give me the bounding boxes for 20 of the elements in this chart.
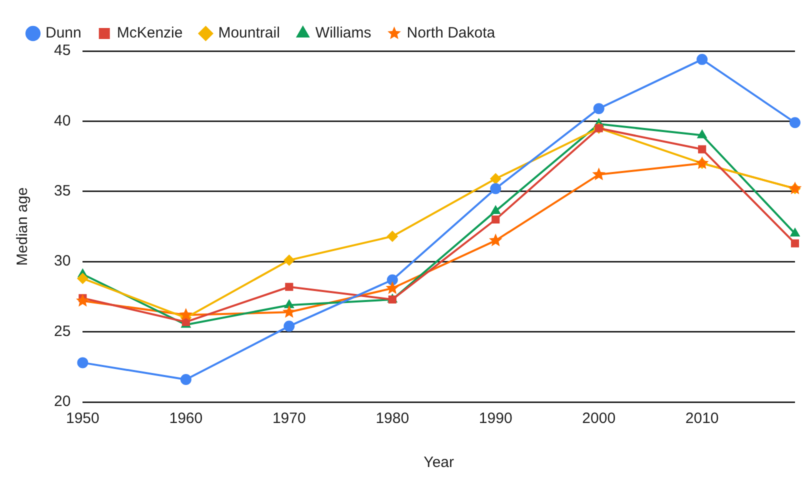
x-tick-label: 1990 — [478, 410, 512, 428]
y-tick-label: 35 — [54, 182, 71, 200]
x-tick-label: 1950 — [66, 410, 100, 428]
legend-label: Dunn — [46, 24, 82, 42]
y-tick-label: 25 — [54, 322, 71, 340]
legend-label: Mountrail — [218, 24, 280, 42]
y-tick-label: 40 — [54, 112, 71, 130]
x-tick-label: 1970 — [272, 410, 306, 428]
x-tick-label: 1960 — [169, 410, 203, 428]
x-axis-title: Year — [424, 454, 454, 472]
y-axis-title: Median age — [14, 187, 32, 266]
x-tick-label: 2010 — [685, 410, 719, 428]
y-tick-label: 30 — [54, 252, 71, 270]
legend-label: McKenzie — [116, 24, 183, 42]
x-tick-label: 2000 — [582, 410, 616, 428]
x-tick-label: 1980 — [376, 410, 410, 428]
legend-label: Williams — [315, 24, 372, 42]
y-tick-label: 45 — [54, 42, 71, 60]
legend-label: North Dakota — [406, 24, 496, 42]
y-tick-label: 20 — [54, 393, 71, 410]
